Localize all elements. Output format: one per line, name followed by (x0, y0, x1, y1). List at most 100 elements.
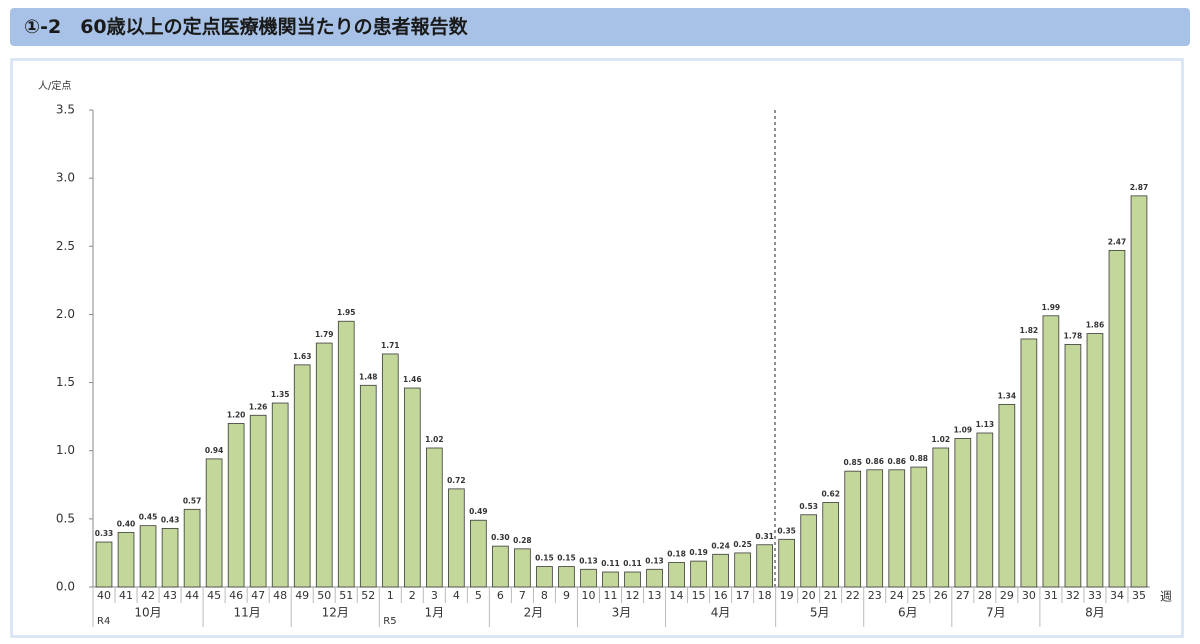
x-tick-label: 30 (1022, 589, 1036, 602)
value-label: 0.40 (117, 519, 136, 528)
x-tick-label: 47 (251, 589, 265, 602)
x-tick-label: 29 (1000, 589, 1014, 602)
value-label: 0.62 (821, 490, 840, 499)
value-label: 1.82 (1020, 326, 1039, 335)
value-label: 1.78 (1064, 331, 1083, 340)
value-label: 0.28 (513, 536, 532, 545)
bar (381, 353, 399, 588)
bar (359, 384, 377, 588)
bar (844, 470, 862, 588)
bar (1020, 338, 1038, 588)
month-label: 11月 (234, 606, 261, 620)
y-tick-label: 3.0 (56, 171, 75, 185)
bar (1064, 344, 1082, 588)
month-label: 10月 (134, 606, 161, 620)
value-label: 0.72 (447, 476, 466, 485)
x-tick-label: 50 (317, 589, 331, 602)
bar (1042, 315, 1060, 588)
value-label: 0.15 (557, 554, 576, 563)
bar (910, 466, 928, 588)
bar (448, 488, 465, 588)
bar (183, 508, 201, 588)
bar (271, 402, 289, 588)
value-label: 0.94 (205, 446, 224, 455)
value-label: 0.53 (799, 502, 818, 511)
value-label: 0.43 (161, 515, 180, 524)
x-tick-label: 44 (185, 589, 199, 602)
x-tick-label: 5 (475, 589, 482, 602)
x-tick-label: 49 (295, 589, 309, 602)
x-tick-label: 22 (846, 589, 860, 602)
value-label: 0.11 (601, 559, 620, 568)
y-tick-label: 3.5 (56, 103, 75, 117)
bar (95, 541, 113, 588)
x-tick-label: 13 (648, 589, 662, 602)
x-tick-label: 52 (361, 589, 375, 602)
value-label: 0.31 (755, 532, 774, 541)
y-tick-label: 1.0 (56, 443, 75, 457)
bar (998, 403, 1016, 588)
x-tick-label: 46 (229, 589, 243, 602)
x-tick-label: 9 (563, 589, 570, 602)
value-label: 0.86 (888, 457, 907, 466)
title-bar (10, 8, 1190, 46)
value-label: 0.25 (733, 540, 752, 549)
x-tick-label: 15 (692, 589, 706, 602)
value-label: 1.99 (1042, 303, 1061, 312)
bar (514, 548, 531, 588)
x-tick-label: 23 (868, 589, 882, 602)
value-label: 0.35 (777, 526, 796, 535)
x-tick-label: 43 (163, 589, 177, 602)
value-label: 0.88 (910, 454, 929, 463)
bar (954, 438, 972, 588)
x-tick-label: 40 (97, 589, 111, 602)
x-tick-label: 45 (207, 589, 221, 602)
x-tick-label: 7 (519, 589, 526, 602)
bar (1086, 333, 1104, 588)
bar (403, 387, 421, 588)
era-label: R5 (383, 616, 396, 627)
value-label: 1.95 (337, 308, 356, 317)
bar (822, 502, 840, 588)
x-tick-label: 33 (1088, 589, 1102, 602)
value-label: 1.79 (315, 330, 334, 339)
y-tick-label: 1.5 (56, 375, 75, 389)
bar (756, 544, 773, 588)
bar (734, 552, 751, 588)
bar (249, 414, 267, 588)
bar (536, 566, 553, 588)
value-label: 1.26 (249, 402, 268, 411)
value-label: 0.33 (95, 529, 114, 538)
bar (646, 568, 663, 588)
x-tick-label: 4 (453, 589, 460, 602)
value-label: 0.18 (667, 549, 686, 558)
bar (470, 519, 487, 588)
bar (690, 560, 707, 588)
bar (425, 447, 443, 588)
bar (602, 571, 619, 588)
chart-panel (10, 58, 1184, 638)
x-tick-label: 1 (387, 589, 394, 602)
bar (492, 545, 509, 588)
x-tick-label: 10 (581, 589, 595, 602)
bar (337, 320, 355, 588)
x-tick-label: 25 (912, 589, 926, 602)
x-tick-label: 18 (758, 589, 772, 602)
value-label: 1.46 (403, 375, 422, 384)
value-label: 0.24 (711, 541, 730, 550)
bar (624, 571, 641, 588)
x-tick-label: 32 (1066, 589, 1080, 602)
bar (800, 514, 818, 588)
bar (293, 364, 311, 588)
month-label: 1月 (425, 606, 445, 620)
value-label: 2.87 (1130, 183, 1149, 192)
x-tick-label: 28 (978, 589, 992, 602)
bar (668, 562, 685, 588)
x-tick-label: 35 (1132, 589, 1146, 602)
y-axis-label: 人/定点 (38, 79, 71, 92)
x-tick-label: 31 (1044, 589, 1058, 602)
x-tick-label: 41 (119, 589, 133, 602)
value-label: 1.09 (954, 425, 973, 434)
value-label: 0.57 (183, 496, 202, 505)
